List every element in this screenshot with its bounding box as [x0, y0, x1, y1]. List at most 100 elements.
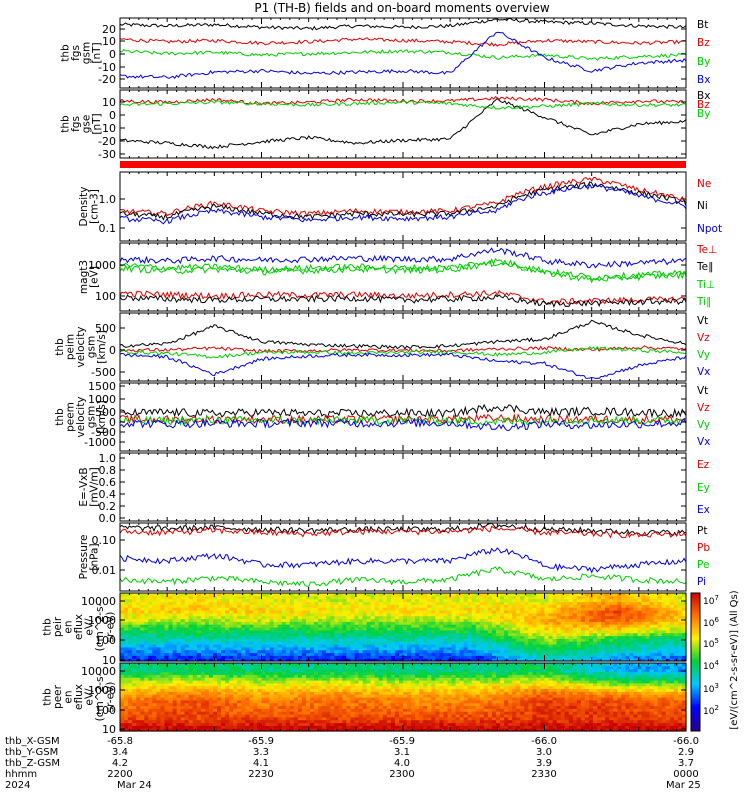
spectrogram-cell: [601, 593, 606, 597]
spectrogram-cell: [366, 680, 372, 684]
spectrogram-cell: [399, 627, 404, 631]
spectrogram-cell: [633, 601, 638, 605]
spectrogram-cell: [330, 702, 335, 707]
spectrogram-cell: [673, 646, 679, 651]
spectrogram-cell: [120, 635, 125, 639]
spectrogram-cell: [366, 728, 372, 732]
spectrogram-cell: [552, 593, 558, 597]
spectrogram-cell: [124, 615, 129, 620]
spectrogram-cell: [572, 604, 578, 608]
spectrogram-cell: [330, 593, 335, 597]
spectrogram-cell: [233, 641, 238, 645]
spectrogram-cell: [645, 638, 651, 642]
spectrogram-cell: [491, 638, 497, 642]
spectrogram-cell: [297, 652, 303, 656]
spectrogram-cell: [419, 644, 424, 648]
spectrogram-cell: [572, 658, 578, 662]
spectrogram-cell: [496, 598, 501, 603]
spectrogram-cell: [297, 682, 303, 687]
spectrogram-cell: [516, 629, 521, 634]
spectrogram-cell: [217, 671, 222, 675]
legend-Vz: Vz: [697, 402, 710, 414]
spectrogram-cell: [419, 607, 424, 611]
spectrogram-cell: [257, 677, 263, 681]
spectrogram-cell: [241, 722, 246, 726]
spectrogram-cell: [225, 658, 230, 662]
spectrogram-cell: [399, 615, 404, 620]
spectrogram-cell: [225, 595, 230, 600]
spectrogram-cell: [544, 621, 550, 625]
spectrogram-cell: [229, 593, 234, 597]
spectrogram-cell: [277, 607, 283, 611]
spectrogram-cell: [609, 638, 614, 642]
spectrogram-cell: [160, 697, 165, 701]
legend-Te∥: Te∥: [696, 261, 713, 273]
spectrogram-cell: [382, 618, 388, 622]
spectrogram-cell: [249, 719, 254, 724]
spectrogram-cell: [225, 638, 230, 642]
spectrogram-cell: [229, 682, 234, 687]
spectrogram-cell: [128, 725, 133, 729]
spectrogram-cell: [378, 655, 384, 659]
spectrogram-cell: [451, 644, 457, 648]
spectrogram-cell: [536, 644, 541, 648]
spectrogram-cell: [241, 665, 246, 670]
spectrogram-cell: [200, 595, 206, 600]
spectrogram-cell: [285, 612, 291, 617]
spectrogram-cell: [350, 719, 355, 724]
spectrogram-cell: [584, 610, 590, 614]
spectrogram-cell: [390, 610, 396, 614]
spectrogram-cell: [249, 652, 254, 656]
spectrogram-cell: [390, 638, 396, 642]
spectrogram-cell: [168, 615, 174, 620]
spectrogram-cell: [463, 644, 469, 648]
spectrogram-cell: [334, 671, 339, 675]
spectrogram-cell: [504, 607, 509, 611]
spectrogram-cell: [144, 638, 149, 642]
spectrogram-cell: [346, 632, 351, 637]
spectrogram-cell: [556, 595, 562, 600]
spectrogram-cell: [641, 612, 647, 617]
spectrogram-cell: [285, 604, 291, 608]
spectrogram-cell: [257, 697, 263, 701]
spectrogram-cell: [358, 635, 364, 639]
spectrogram-cell: [148, 722, 153, 726]
spectrogram-cell: [576, 658, 582, 662]
spectrogram-cell: [350, 624, 355, 628]
spectrogram-cell: [241, 641, 246, 645]
spectrogram-cell: [617, 649, 622, 654]
spectrogram-cell: [593, 598, 598, 603]
spectrogram-cell: [144, 682, 149, 687]
y-axis-label-line: [mV/m]: [88, 467, 100, 506]
spectrogram-cell: [281, 708, 287, 712]
spectrogram-cell: [621, 598, 626, 603]
spectrogram-cell: [128, 682, 133, 687]
spectrogram-cell: [310, 638, 315, 642]
spectrogram-cell: [192, 646, 198, 651]
spectrogram-cell: [314, 668, 319, 673]
spectrogram-cell: [390, 607, 396, 611]
spectrogram-cell: [225, 615, 230, 620]
spectrogram-cell: [314, 708, 319, 712]
spectrogram-cell: [354, 641, 360, 645]
spectrogram-cell: [536, 615, 541, 620]
spectrogram-cell: [330, 680, 335, 684]
spectrogram-cell: [633, 593, 638, 597]
spectrogram-cell: [132, 668, 137, 673]
spectrogram-cell: [443, 621, 448, 625]
spectrogram-cell: [281, 688, 287, 692]
spectrogram-cell: [601, 627, 606, 631]
spectrogram-cell: [285, 629, 291, 634]
spectrogram-cell: [168, 702, 174, 707]
spectrogram-cell: [310, 641, 315, 645]
spectrogram-cell: [342, 644, 347, 648]
spectrogram-cell: [233, 644, 238, 648]
spectrogram-cell: [273, 665, 279, 670]
spectrogram-cell: [176, 699, 182, 704]
spectrogram-cell: [334, 719, 339, 724]
spectrogram-cell: [637, 615, 643, 620]
spectrogram-cell: [455, 601, 461, 605]
spectrogram-cell: [269, 604, 275, 608]
spectrogram-cell: [597, 658, 602, 662]
spectrogram-cell: [208, 627, 214, 631]
